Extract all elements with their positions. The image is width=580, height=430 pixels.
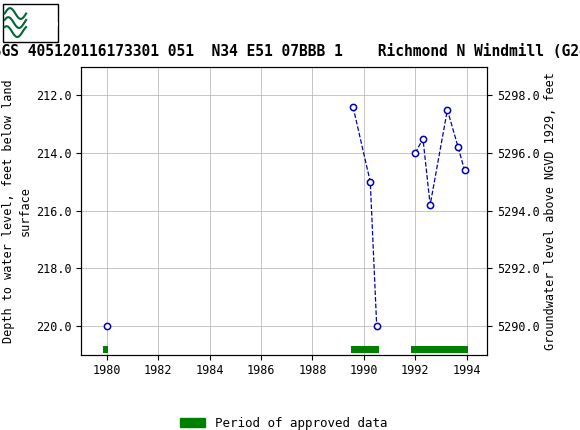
Y-axis label: Groundwater level above NGVD 1929, feet: Groundwater level above NGVD 1929, feet [544, 72, 557, 350]
Text: USGS 405120116173301 051  N34 E51 07BBB 1    Richmond N Windmill (G24): USGS 405120116173301 051 N34 E51 07BBB 1… [0, 44, 580, 59]
Y-axis label: Depth to water level, feet below land
surface: Depth to water level, feet below land su… [2, 79, 32, 343]
Text: USGS: USGS [32, 14, 87, 31]
Bar [103, 347, 108, 353]
Legend: Period of approved data: Period of approved data [175, 412, 393, 430]
Bar [351, 347, 379, 353]
FancyBboxPatch shape [3, 3, 58, 42]
Bar [411, 347, 468, 353]
